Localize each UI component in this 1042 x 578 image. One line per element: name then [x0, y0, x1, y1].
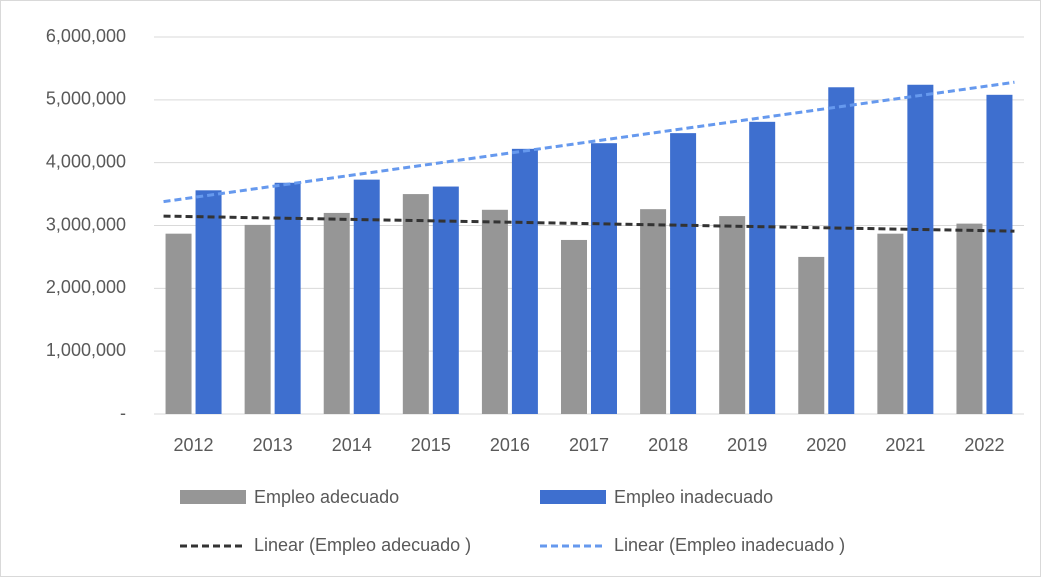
bar [828, 87, 855, 415]
bar [323, 212, 350, 414]
trend-line [163, 80, 1015, 204]
y-tick-label: 3,000,000 [46, 214, 126, 234]
bar [719, 216, 746, 414]
bar [798, 256, 825, 414]
x-tick-label: 2013 [253, 435, 293, 455]
legend-swatch [180, 490, 246, 504]
bar [591, 143, 617, 414]
bar [195, 190, 222, 414]
y-tick-label: 6,000,000 [46, 26, 126, 46]
x-tick-label: 2018 [648, 435, 688, 455]
y-tick-label: 4,000,000 [46, 151, 126, 171]
x-tick-label: 2016 [490, 435, 530, 455]
bar [561, 239, 587, 414]
y-tick-label: 2,000,000 [46, 277, 126, 297]
y-tick-label: 1,000,000 [46, 340, 126, 360]
bar [165, 233, 192, 414]
x-tick-label: 2015 [411, 435, 451, 455]
bar [956, 223, 983, 414]
legend-label: Linear (Empleo adecuado ) [254, 535, 471, 555]
x-tick-label: 2021 [885, 435, 925, 455]
x-tick-label: 2022 [964, 435, 1004, 455]
y-tick-label: 5,000,000 [46, 89, 126, 109]
bar [432, 186, 459, 414]
bar [481, 209, 508, 414]
bar [907, 84, 934, 415]
legend-label: Empleo adecuado [254, 487, 399, 507]
bar [877, 233, 904, 414]
x-tick-label: 2012 [174, 435, 214, 455]
x-tick-label: 2019 [727, 435, 767, 455]
x-tick-label: 2020 [806, 435, 846, 455]
bar [670, 133, 697, 414]
x-tick-label: 2017 [569, 435, 609, 455]
legend-swatch [540, 490, 606, 504]
legend-label: Linear (Empleo inadecuado ) [614, 535, 845, 555]
legend-label: Empleo inadecuado [614, 487, 773, 507]
bar [511, 148, 538, 415]
bar [640, 209, 667, 414]
x-tick-label: 2014 [332, 435, 372, 455]
bar [244, 224, 271, 414]
bar [402, 194, 429, 414]
bar [986, 94, 1013, 414]
bar [274, 182, 301, 414]
bar [749, 121, 776, 414]
bar [353, 179, 380, 414]
y-tick-label: - [120, 403, 126, 423]
trend-line [163, 214, 1015, 233]
